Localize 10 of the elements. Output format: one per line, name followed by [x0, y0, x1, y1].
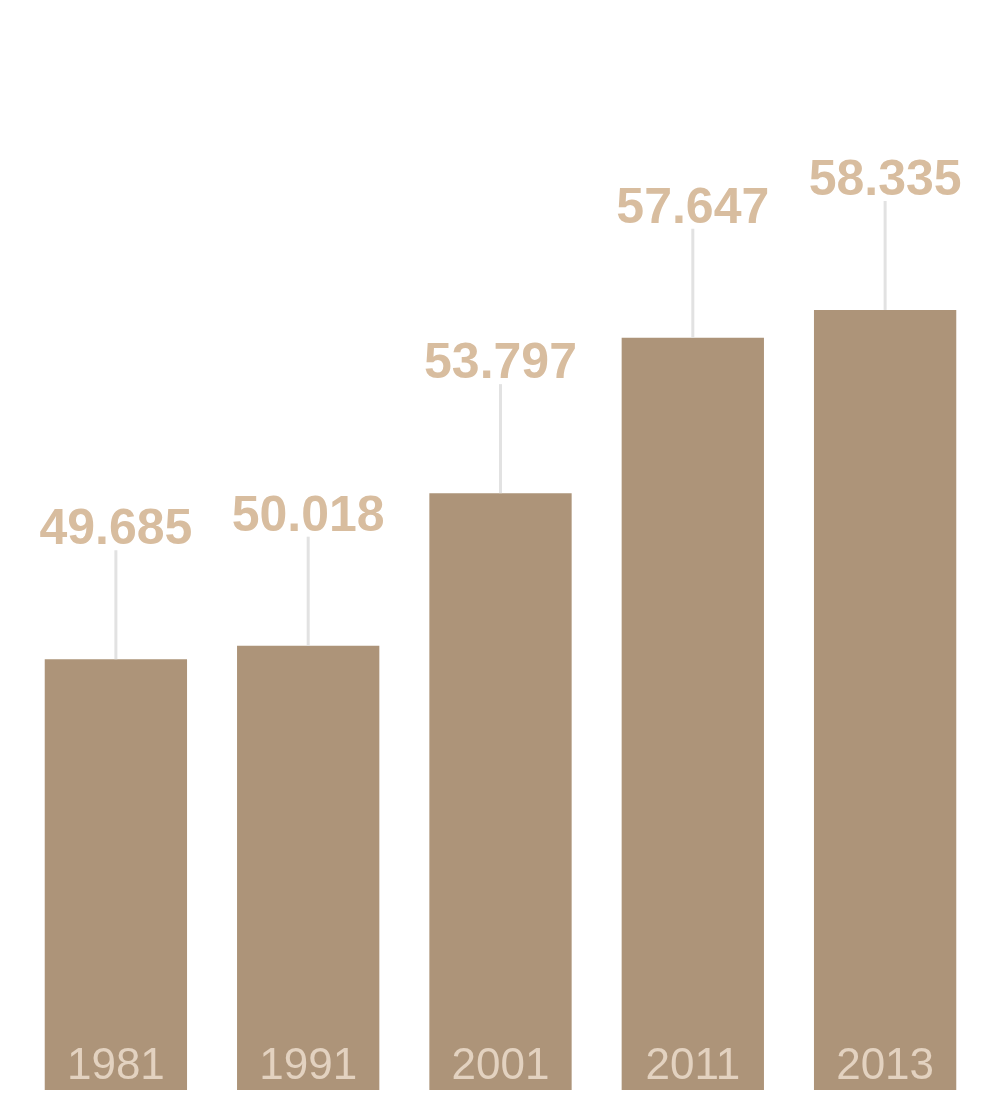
data-label: 58.335 — [808, 149, 962, 206]
x-tick-label: 1981 — [66, 1038, 165, 1088]
x-tick-label: 2011 — [645, 1038, 741, 1088]
data-label: 57.647 — [616, 177, 770, 234]
data-label: 50.018 — [231, 485, 385, 542]
x-tick-label: 1991 — [259, 1038, 358, 1088]
data-label: 49.685 — [39, 499, 193, 556]
data-label: 53.797 — [424, 333, 577, 390]
x-tick-label: 2013 — [836, 1038, 935, 1088]
x-tick-label: 2001 — [451, 1038, 550, 1088]
